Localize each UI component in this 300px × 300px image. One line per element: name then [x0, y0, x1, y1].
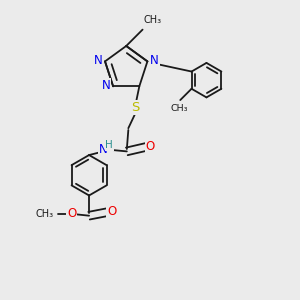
- Text: N: N: [94, 54, 102, 67]
- Text: CH₃: CH₃: [170, 103, 188, 112]
- Text: O: O: [107, 205, 116, 218]
- Text: O: O: [146, 140, 155, 153]
- Text: O: O: [67, 207, 76, 220]
- Text: S: S: [132, 101, 140, 114]
- Text: CH₃: CH₃: [143, 15, 161, 25]
- Text: N: N: [102, 79, 110, 92]
- Text: N: N: [99, 143, 107, 156]
- Text: CH₃: CH₃: [35, 209, 53, 219]
- Text: H: H: [105, 140, 113, 150]
- Text: N: N: [150, 54, 159, 67]
